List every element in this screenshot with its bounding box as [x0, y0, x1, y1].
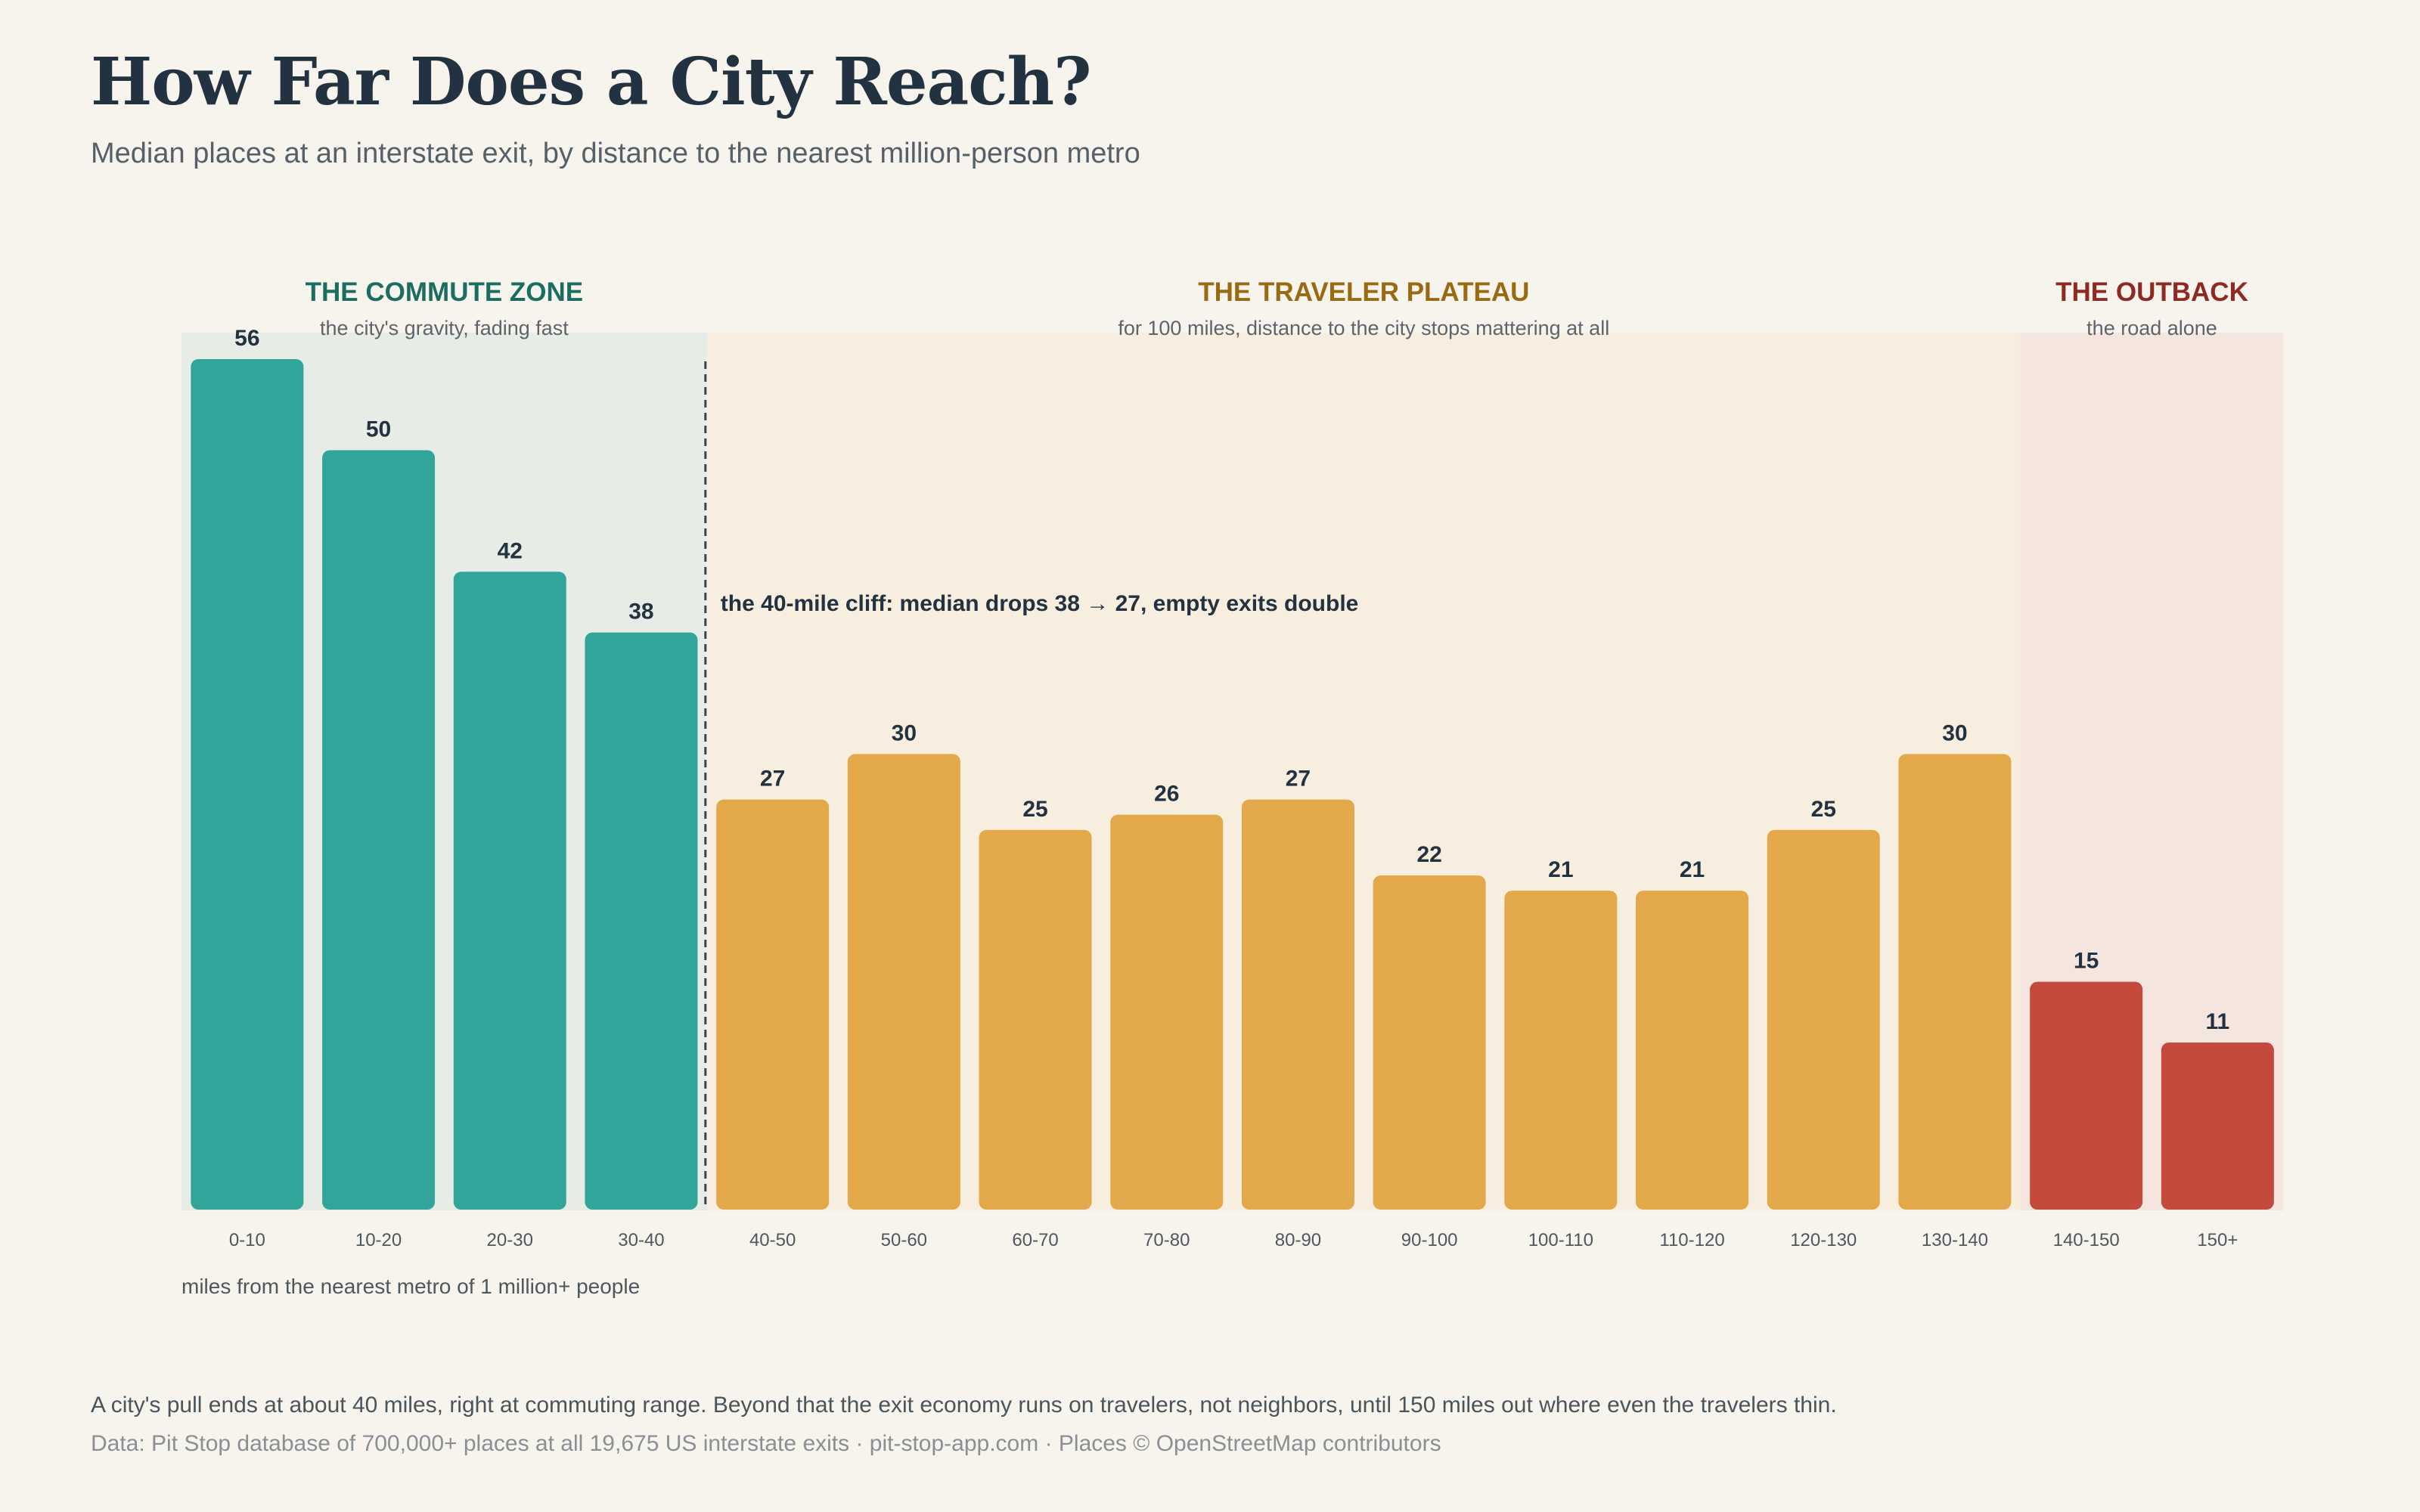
bar	[1504, 891, 1618, 1210]
bar-value-label: 26	[1154, 782, 1179, 807]
zone-subtitle: for 100 miles, distance to the city stop…	[1118, 317, 1609, 339]
x-axis-label: miles from the nearest metro of 1 millio…	[182, 1275, 640, 1298]
bar-value-label: 30	[892, 720, 917, 745]
x-tick-label: 50-60	[881, 1230, 927, 1250]
bar	[585, 632, 698, 1210]
bar	[2161, 1043, 2274, 1210]
bar-value-label: 21	[1548, 857, 1573, 882]
bar	[1373, 875, 1486, 1210]
bar	[1767, 829, 1880, 1210]
bar-value-label: 15	[2074, 949, 2099, 974]
bar-value-label: 11	[2205, 1009, 2229, 1034]
bar	[716, 799, 830, 1210]
bar-value-label: 22	[1416, 842, 1441, 867]
x-tick-label: 130-140	[1922, 1230, 1988, 1250]
chart-caption: A city's pull ends at about 40 miles, ri…	[91, 1393, 1837, 1418]
bar-value-label: 27	[1286, 767, 1311, 792]
x-tick-label: 20-30	[487, 1230, 533, 1250]
x-tick-label: 150+	[2197, 1230, 2238, 1250]
chart-title: How Far Does a City Reach?	[91, 44, 1092, 120]
zone-subtitle: the city's gravity, fading fast	[320, 317, 569, 339]
bar	[847, 754, 960, 1210]
bar	[191, 359, 304, 1210]
bar	[1636, 891, 1749, 1210]
bar	[2030, 981, 2143, 1210]
bar	[1898, 754, 2012, 1210]
x-tick-label: 120-130	[1790, 1230, 1857, 1250]
cliff-annotation: the 40-mile cliff: median drops 38 → 27,…	[721, 591, 1359, 616]
x-tick-label: 110-120	[1659, 1230, 1724, 1250]
bar	[453, 572, 566, 1210]
zone-subtitle: the road alone	[2086, 317, 2217, 339]
x-tick-label: 10-20	[355, 1230, 402, 1250]
bar-value-label: 50	[366, 417, 391, 442]
bar-value-label: 27	[760, 767, 785, 792]
bar-value-label: 56	[234, 326, 259, 351]
bar	[1241, 799, 1354, 1210]
bar	[322, 450, 436, 1210]
x-tick-label: 70-80	[1143, 1230, 1190, 1250]
zone-title: THE OUTBACK	[2055, 277, 2248, 307]
bar-value-label: 21	[1680, 857, 1705, 882]
x-tick-label: 140-150	[2053, 1230, 2120, 1250]
x-tick-label: 40-50	[749, 1230, 796, 1250]
bar-value-label: 25	[1022, 797, 1047, 822]
chart-subtitle: Median places at an interstate exit, by …	[91, 138, 1140, 169]
x-tick-label: 90-100	[1401, 1230, 1458, 1250]
bar-value-label: 25	[1811, 797, 1836, 822]
x-tick-label: 60-70	[1012, 1230, 1058, 1250]
bar	[1110, 814, 1224, 1210]
x-tick-label: 100-110	[1528, 1230, 1593, 1250]
zone-title: THE COMMUTE ZONE	[306, 277, 583, 307]
x-tick-label: 30-40	[618, 1230, 664, 1250]
zone-title: THE TRAVELER PLATEAU	[1198, 277, 1529, 307]
x-tick-label: 0-10	[229, 1230, 265, 1250]
bar	[979, 829, 1092, 1210]
bar-value-label: 38	[628, 600, 653, 624]
bar-value-label: 42	[498, 538, 523, 563]
chart-source: Data: Pit Stop database of 700,000+ plac…	[91, 1431, 1441, 1456]
bar-value-label: 30	[1942, 720, 1967, 745]
x-tick-label: 80-90	[1275, 1230, 1321, 1250]
